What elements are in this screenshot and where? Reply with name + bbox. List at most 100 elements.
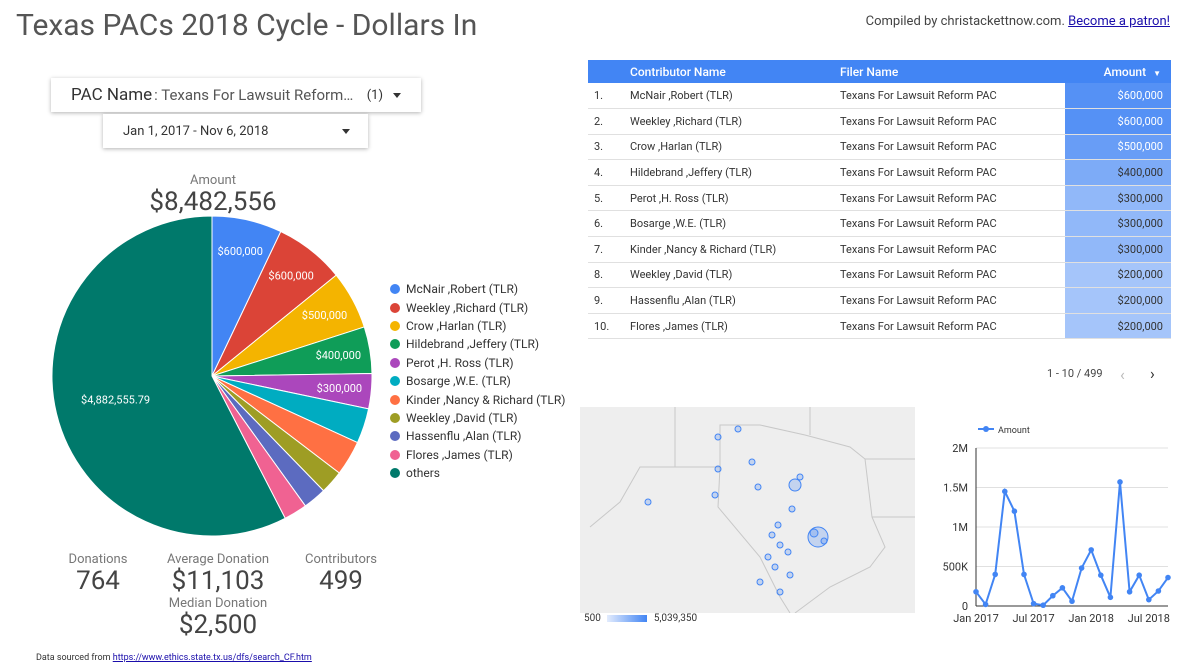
pie-slice[interactable]	[51, 215, 286, 537]
series-line-amount	[975, 481, 1169, 607]
row-index: 3.	[594, 140, 604, 154]
header-contributor-name[interactable]: Contributor Name	[630, 64, 726, 79]
data-point[interactable]	[1088, 547, 1094, 553]
pac-name-filter[interactable]: PAC Name : Texans For Lawsuit Reform ...…	[51, 78, 421, 112]
pagination-label: 1 - 10 / 499	[1047, 367, 1103, 380]
table-row[interactable]: 5. Perot ,H. Ross (TLR) Texans For Lawsuit…	[588, 185, 1171, 211]
contributions-map[interactable]	[580, 407, 915, 613]
y-tick-label: 0	[962, 600, 968, 613]
legend-item[interactable]: Weekley ,David (TLR)	[390, 409, 565, 427]
source-link[interactable]: https://www.ethics.state.tx.us/dfs/searc…	[112, 653, 312, 663]
header-filer-name[interactable]: Filer Name	[840, 64, 899, 79]
donations-value: 764	[76, 566, 120, 596]
footer-source: Data sourced from https://www.ethics.sta…	[36, 653, 312, 663]
legend-item[interactable]: Flores ,James (TLR)	[390, 446, 565, 464]
legend-label: Hassenflu ,Alan (TLR)	[406, 429, 522, 444]
header-index	[588, 60, 630, 83]
data-point[interactable]	[982, 601, 989, 608]
table-row[interactable]: 2. Weekley ,Richard (TLR) Texans For Lawsu…	[588, 108, 1171, 135]
legend-swatch	[390, 449, 400, 460]
data-point[interactable]	[1165, 574, 1171, 581]
legend-item[interactable]: Hassenflu ,Alan (TLR)	[390, 427, 565, 445]
x-tick-label: Jan 2017	[953, 612, 999, 625]
legend-item[interactable]: Crow ,Harlan (TLR)	[390, 317, 565, 335]
data-point[interactable]	[1069, 598, 1075, 605]
pie-slice-label: $600,000	[268, 269, 313, 282]
sort-desc-icon: ▼	[1153, 68, 1161, 78]
row-index: 8.	[594, 268, 604, 282]
data-point[interactable]	[1030, 600, 1037, 607]
legend-swatch	[390, 394, 400, 405]
data-point[interactable]	[1146, 596, 1152, 603]
data-point[interactable]	[992, 571, 998, 578]
table-row[interactable]: 8. Weekley ,David (TLR) Texans For Lawsuit…	[588, 262, 1171, 288]
row-index: 1.	[594, 89, 604, 103]
table-row[interactable]: 3. Crow ,Harlan (TLR) Texans For Lawsuit R…	[588, 134, 1171, 160]
pie-slice-label: $500,000	[302, 309, 347, 322]
data-point[interactable]	[1002, 488, 1008, 495]
row-contributor-name: Crow ,Harlan (TLR)	[630, 140, 723, 154]
row-filer-name: Texans For Lawsuit Reform PAC	[840, 166, 997, 180]
chevron-right-icon: ›	[1150, 364, 1155, 383]
legend-item[interactable]: Perot ,H. Ross (TLR)	[390, 354, 565, 372]
map-scale-max: 5,039,350	[653, 613, 698, 624]
line-legend-label: Amount	[998, 426, 1030, 436]
texas-outline	[589, 407, 886, 613]
header-amount[interactable]: Amount ▼	[1065, 60, 1171, 83]
table-row[interactable]: 4. Hildebrand ,Jeffery (TLR) Texans For La…	[588, 159, 1171, 186]
next-page-button[interactable]: ›	[1150, 364, 1155, 383]
data-point[interactable]	[1107, 594, 1114, 601]
table-row[interactable]: 6. Bosarge ,W.E. (TLR) Texans For Lawsuit …	[588, 210, 1171, 237]
row-index: 2.	[594, 114, 604, 128]
data-point[interactable]	[1117, 479, 1123, 485]
prev-page-button[interactable]: ‹	[1120, 365, 1125, 384]
legend-swatch	[390, 412, 400, 423]
legend-item[interactable]: Weekley ,Richard (TLR)	[390, 298, 565, 316]
legend-label: Crow ,Harlan (TLR)	[406, 318, 507, 333]
x-tick-label: Jan 2018	[1068, 612, 1114, 625]
data-point[interactable]	[1155, 588, 1162, 594]
data-point[interactable]	[1059, 585, 1066, 591]
row-contributor-name: Hassenflu ,Alan (TLR)	[630, 294, 736, 308]
legend-label: Weekley ,Richard (TLR)	[406, 300, 529, 315]
legend-item[interactable]: McNair ,Robert (TLR)	[390, 280, 565, 298]
row-amount: $400,000	[1065, 159, 1171, 186]
row-filer-name: Texans For Lawsuit Reform PAC	[840, 114, 997, 128]
pie-slice-label: $4,882,555.79	[81, 393, 150, 406]
data-point[interactable]	[1078, 565, 1085, 571]
data-point[interactable]	[1098, 572, 1104, 578]
table-row[interactable]: 9. Hassenflu ,Alan (TLR) Texans For Lawsui…	[588, 287, 1171, 314]
contributors-label: Contributors	[305, 552, 377, 567]
row-amount: $300,000	[1065, 236, 1171, 263]
row-index: 4.	[594, 166, 604, 180]
legend-label: others	[406, 466, 441, 481]
contributors-value: 499	[319, 566, 363, 596]
legend-label: Flores ,James (TLR)	[406, 447, 513, 462]
legend-swatch	[390, 339, 400, 350]
data-point[interactable]	[1050, 592, 1056, 599]
data-point[interactable]	[1126, 588, 1133, 595]
data-point[interactable]	[1011, 508, 1018, 514]
legend-item[interactable]: Kinder ,Nancy & Richard (TLR)	[390, 390, 565, 408]
patron-link[interactable]: Become a patron!	[1068, 14, 1170, 29]
footer-text: Data sourced from	[36, 653, 111, 663]
data-point[interactable]	[1021, 571, 1027, 578]
data-point[interactable]	[1136, 572, 1142, 578]
legend-swatch	[390, 431, 400, 442]
table-row[interactable]: 10. Flores ,James (TLR) Texans For Lawsuit…	[588, 313, 1171, 339]
average-donation-label: Average Donation	[166, 552, 270, 567]
date-range-filter[interactable]: Jan 1, 2017 - Nov 6, 2018	[103, 114, 368, 148]
pie-chart[interactable]: $600,000 $600,000 $500,000 $400,000 $300,000…	[40, 212, 420, 552]
table-row[interactable]: 7. Kinder ,Nancy & Richard (TLR) Texans Fo…	[588, 236, 1171, 263]
legend-item[interactable]: Bosarge ,W.E. (TLR)	[390, 372, 565, 390]
data-point[interactable]	[1040, 602, 1046, 609]
data-point[interactable]	[973, 588, 979, 595]
legend-swatch	[390, 302, 400, 313]
legend-item[interactable]: Hildebrand ,Jeffery (TLR)	[390, 335, 565, 353]
row-contributor-name: Weekley ,Richard (TLR)	[630, 114, 743, 128]
pie-slice-label: $300,000	[317, 382, 362, 395]
table-row[interactable]: 1. McNair ,Robert (TLR) Texans For Lawsuit…	[588, 83, 1171, 109]
amount-over-time-chart[interactable]: Amount 0 500K 1M 1.5M 2M Jan 2017 Jul 2017 Jan 2…	[930, 418, 1175, 628]
row-amount: $600,000	[1065, 108, 1171, 135]
legend-item[interactable]: others	[390, 464, 565, 482]
